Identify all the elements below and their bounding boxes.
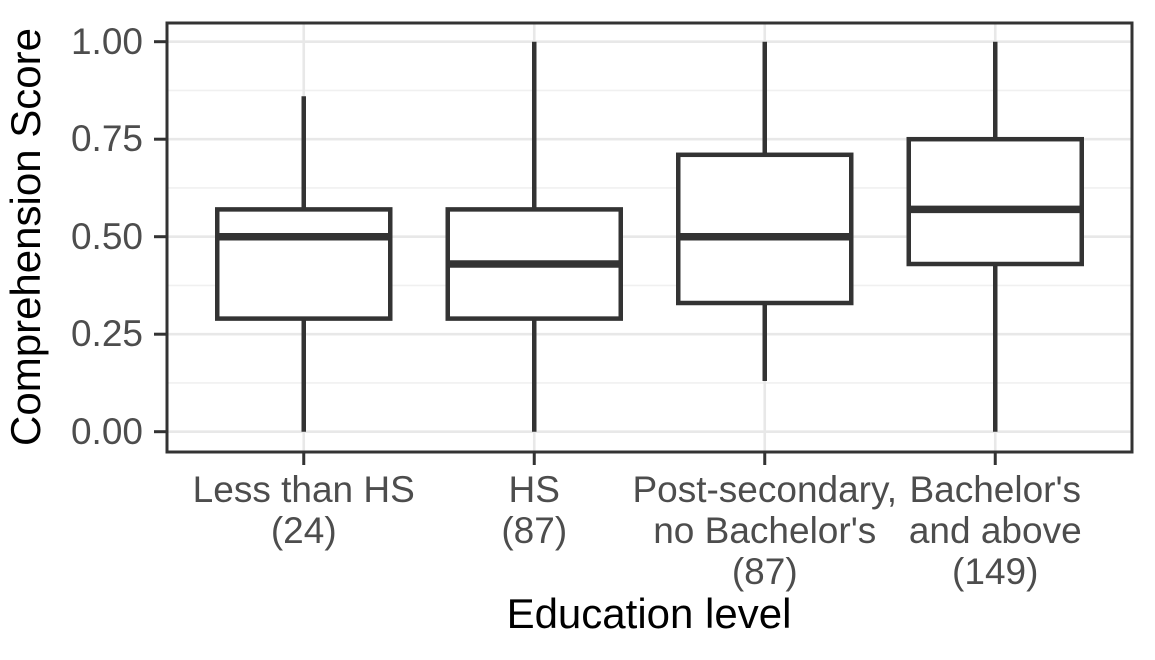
x-category-label-line: Bachelor's [909, 469, 1082, 510]
y-tick-label: 1.00 [70, 20, 143, 62]
x-category-label-line: and above [908, 510, 1082, 551]
x-category-label-line: (87) [501, 510, 568, 551]
x-category-label: HS (87) [384, 469, 684, 551]
x-category-label-line: Less than HS [192, 469, 415, 510]
x-category-label-line: Post-secondary, [632, 469, 898, 510]
box-iqr [676, 152, 854, 306]
x-category-label-line: no Bachelor's [653, 510, 877, 551]
y-tick-label: 0.25 [70, 313, 143, 355]
x-category-label: Post-secondary, no Bachelor's (87) [615, 469, 915, 592]
y-tick-label: 0.00 [70, 410, 143, 452]
x-category-label-line: (24) [270, 510, 337, 551]
x-axis-title: Education level [506, 590, 792, 637]
y-tick-label: 0.50 [70, 215, 143, 257]
x-category-label: Less than HS (24) [154, 469, 454, 551]
x-category-label-line: (149) [952, 551, 1039, 592]
box-iqr [906, 136, 1084, 267]
y-tick-label: 0.75 [70, 118, 143, 160]
box-iqr [215, 207, 393, 321]
x-category-label-line: HS [508, 469, 560, 510]
x-category-label: Bachelor's and above (149) [845, 469, 1145, 592]
x-category-label-line: (87) [731, 551, 798, 592]
